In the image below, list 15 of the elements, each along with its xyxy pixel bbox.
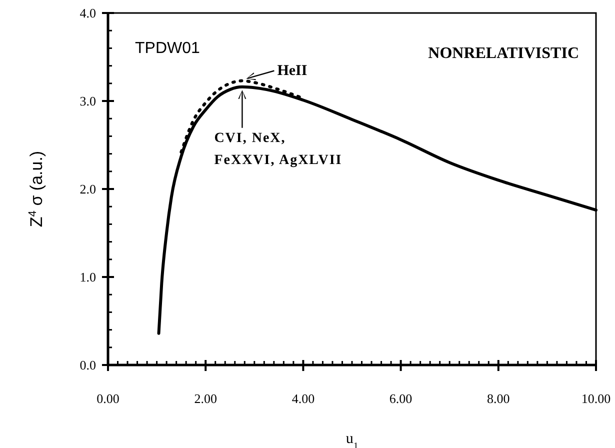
annotation: TPDW01 [135, 40, 200, 57]
y-tick-label: 4.0 [80, 6, 96, 20]
annotation: NONRELATIVISTIC [428, 45, 579, 62]
annotation: HeII [277, 62, 308, 79]
x-tick-label: 2.00 [194, 391, 217, 406]
x-tick-label: 10.00 [581, 391, 611, 406]
x-tick-label: 8.00 [487, 391, 510, 406]
x-tick-label: 0.00 [96, 391, 120, 406]
x-tick-label: 6.00 [389, 391, 412, 406]
annotation: CVI, NeX, FeXXVI, AgXLVII [214, 130, 342, 168]
y-tick-label: 2.0 [80, 182, 96, 196]
y-tick-label: 1.0 [80, 270, 96, 284]
y-tick-label: 3.0 [80, 94, 96, 108]
x-tick-label: 4.00 [292, 391, 315, 406]
y-tick-label: 0.0 [80, 358, 96, 372]
